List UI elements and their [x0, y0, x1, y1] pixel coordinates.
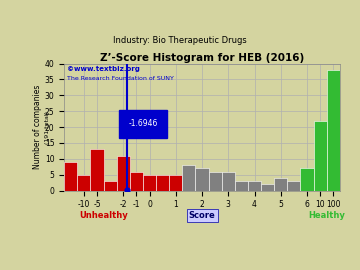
Bar	[183, 165, 195, 191]
Bar	[117, 156, 130, 191]
Bar	[77, 175, 90, 191]
Bar	[143, 175, 156, 191]
Bar	[130, 171, 143, 191]
Text: Score: Score	[189, 211, 215, 220]
Bar	[104, 181, 117, 191]
Text: -1.6946: -1.6946	[129, 119, 158, 129]
Bar	[235, 181, 248, 191]
Text: (191 total): (191 total)	[45, 111, 50, 144]
Bar	[248, 181, 261, 191]
Y-axis label: Number of companies: Number of companies	[33, 85, 42, 169]
Bar	[314, 121, 327, 191]
Bar	[195, 168, 208, 191]
Bar	[287, 181, 301, 191]
Text: Healthy: Healthy	[308, 211, 345, 220]
Bar	[301, 168, 314, 191]
Bar	[274, 178, 287, 191]
Bar	[64, 162, 77, 191]
Text: The Research Foundation of SUNY: The Research Foundation of SUNY	[67, 76, 174, 81]
Text: Unhealthy: Unhealthy	[79, 211, 128, 220]
Title: Z’-Score Histogram for HEB (2016): Z’-Score Histogram for HEB (2016)	[100, 53, 304, 63]
Bar	[156, 175, 169, 191]
Bar	[261, 184, 274, 191]
Text: Industry: Bio Therapeutic Drugs: Industry: Bio Therapeutic Drugs	[113, 36, 247, 45]
Bar	[327, 70, 340, 191]
Bar	[90, 149, 104, 191]
Bar	[208, 171, 222, 191]
Text: ©www.textbiz.org: ©www.textbiz.org	[67, 66, 140, 72]
Bar	[222, 171, 235, 191]
Bar	[169, 175, 183, 191]
